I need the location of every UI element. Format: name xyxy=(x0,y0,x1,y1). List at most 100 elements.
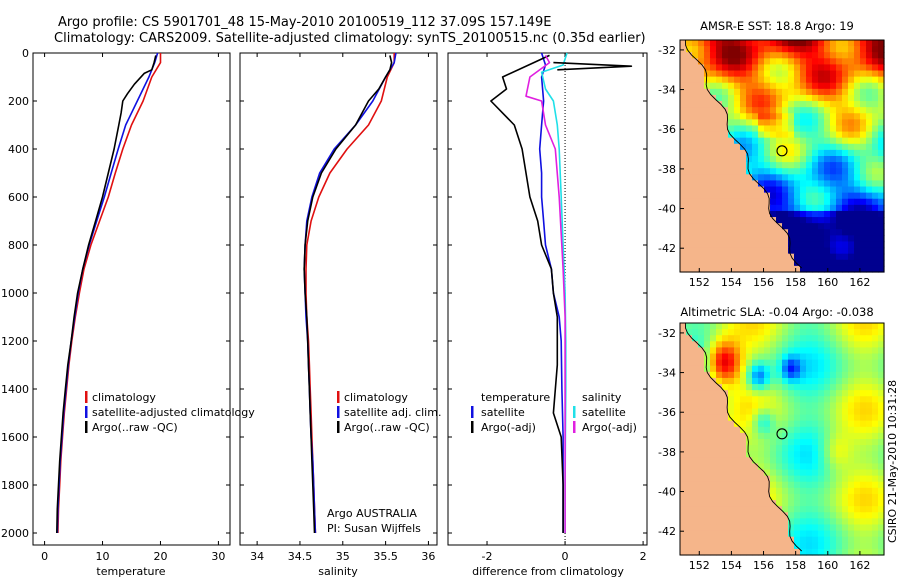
map-cell xyxy=(722,524,729,532)
map-cell xyxy=(776,82,783,90)
map-cell xyxy=(836,548,843,556)
map-cell xyxy=(788,174,795,182)
sla-map-title: Altimetric SLA: -0.04 Argo: -0.038 xyxy=(680,305,873,319)
map-cell xyxy=(872,481,879,489)
map-cell xyxy=(770,353,777,361)
map-cell xyxy=(842,70,849,78)
map-cell xyxy=(746,149,753,157)
map-cell xyxy=(746,402,753,410)
map-x-tick-label: 158 xyxy=(785,559,806,572)
map-cell xyxy=(716,204,723,212)
map-cell xyxy=(704,76,711,84)
map-cell xyxy=(782,323,789,330)
map-cell xyxy=(860,101,867,108)
map-cell xyxy=(848,524,855,532)
map-cell xyxy=(686,390,693,397)
map-cell xyxy=(776,125,783,133)
map-cell xyxy=(872,119,879,127)
map-cell xyxy=(746,125,753,133)
map-cell xyxy=(704,432,711,440)
map-cell xyxy=(752,426,759,434)
x-tick-label: 34 xyxy=(250,550,264,563)
map-cell xyxy=(764,384,771,391)
map-cell xyxy=(830,223,837,230)
map-cell xyxy=(788,457,795,465)
map-cell xyxy=(848,174,855,182)
map-cell xyxy=(716,524,723,532)
map-cell xyxy=(734,402,741,410)
map-cell xyxy=(824,52,831,59)
map-cell xyxy=(848,113,855,120)
map-cell xyxy=(770,174,777,182)
map-cell xyxy=(866,76,873,84)
map-cell xyxy=(788,371,795,379)
map-cell xyxy=(812,524,819,532)
map-cell xyxy=(824,101,831,108)
map-cell xyxy=(692,518,699,526)
map-cell xyxy=(680,481,687,489)
map-cell xyxy=(752,70,759,78)
map-cell xyxy=(878,542,885,550)
map-cell xyxy=(878,500,885,507)
map-cell xyxy=(842,180,849,188)
map-cell xyxy=(854,335,861,342)
map-cell xyxy=(878,487,885,495)
map-cell xyxy=(794,235,801,243)
map-cell xyxy=(836,481,843,489)
map-cell xyxy=(764,500,771,507)
map-cell xyxy=(716,70,723,78)
map-cell xyxy=(680,445,687,452)
map-cell xyxy=(842,542,849,550)
map-cell xyxy=(716,463,723,471)
map-cell xyxy=(746,390,753,397)
map-cell xyxy=(860,463,867,471)
map-cell xyxy=(692,113,699,120)
map-cell xyxy=(752,377,759,385)
map-cell xyxy=(716,384,723,391)
map-cell xyxy=(764,329,771,336)
map-cell xyxy=(704,426,711,434)
map-cell xyxy=(746,119,753,127)
map-cell xyxy=(878,253,885,261)
map-cell xyxy=(704,192,711,200)
map-cell xyxy=(860,445,867,452)
map-cell xyxy=(710,192,717,200)
map-cell xyxy=(788,137,795,145)
map-cell xyxy=(776,329,783,336)
map-cell xyxy=(752,542,759,550)
map-cell xyxy=(770,408,777,416)
map-cell xyxy=(848,335,855,342)
map-cell xyxy=(860,229,867,236)
map-cell xyxy=(788,384,795,391)
map-cell xyxy=(842,512,849,519)
map-cell xyxy=(710,46,717,53)
map-cell xyxy=(836,58,843,66)
map-cell xyxy=(800,125,807,133)
map-cell xyxy=(836,377,843,385)
map-cell xyxy=(812,265,819,273)
map-cell xyxy=(842,500,849,507)
map-cell xyxy=(854,500,861,507)
map-cell xyxy=(728,174,735,182)
map-cell xyxy=(782,512,789,519)
map-cell xyxy=(746,500,753,507)
legend-swatch-argo xyxy=(85,421,88,433)
map-cell xyxy=(794,536,801,544)
map-cell xyxy=(860,168,867,175)
map-cell xyxy=(734,198,741,206)
map-cell xyxy=(758,52,765,59)
map-cell xyxy=(752,162,759,169)
map-cell xyxy=(818,506,825,513)
map-cell xyxy=(806,341,813,349)
map-cell xyxy=(734,329,741,336)
map-cell xyxy=(698,469,705,477)
map-cell xyxy=(680,143,687,151)
map-cell xyxy=(686,371,693,379)
map-cell xyxy=(806,500,813,507)
map-cell xyxy=(878,536,885,544)
map-cell xyxy=(746,524,753,532)
map-cell xyxy=(764,426,771,434)
map-cell xyxy=(836,524,843,532)
map-cell xyxy=(842,335,849,342)
map-cell xyxy=(842,506,849,513)
